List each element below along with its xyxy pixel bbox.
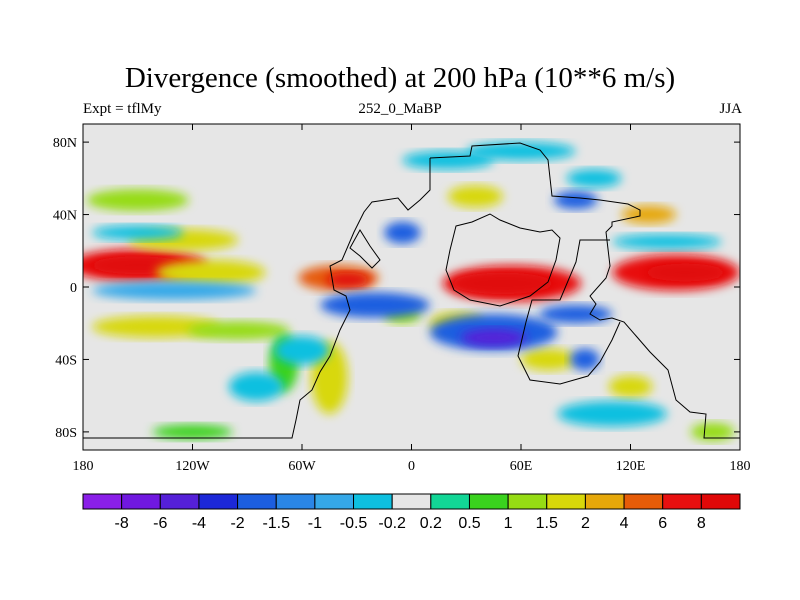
colorbar-swatch — [623, 493, 664, 510]
field-contour — [384, 221, 421, 244]
field-contour — [325, 272, 370, 287]
colorbar-label: 2 — [581, 515, 590, 532]
colorbar: -8 -6 -4 -2 -1.5 -1 -0.5 -0.2 0.2 0.5 1 1.5 2 4 6 8 — [82, 493, 741, 532]
x-tick-label: 60W — [288, 459, 316, 474]
field-contour — [690, 422, 735, 441]
field-contour — [553, 191, 598, 210]
colorbar-label: 0.2 — [420, 515, 442, 532]
field-contour — [152, 424, 233, 440]
colorbar-swatch — [275, 493, 316, 510]
colorbar-swatch — [314, 493, 355, 510]
x-tick-label: 120W — [175, 459, 210, 474]
colorbar-label: -4 — [192, 515, 206, 532]
x-tick-label: 0 — [408, 459, 415, 474]
field-contour — [92, 225, 184, 240]
field-contour — [187, 321, 290, 340]
field-contour — [521, 348, 576, 371]
field-contour — [92, 315, 220, 338]
colorbar-swatch — [700, 493, 741, 510]
x-tick-label: 180 — [73, 459, 94, 474]
axes: 180 120W 60W 0 60E 120E 180 80N 40N 0 40S 80S — [53, 124, 751, 474]
colorbar-label: 0.5 — [458, 515, 480, 532]
field-contour — [92, 281, 257, 300]
field-contour — [608, 375, 653, 398]
run-label: 252_0_MaBP — [358, 101, 442, 117]
colorbar-swatch — [546, 493, 586, 510]
season-label: JJA — [719, 101, 742, 117]
y-tick-label: 40N — [53, 209, 77, 224]
field-contour — [466, 142, 576, 161]
colorbar-swatch — [584, 493, 625, 510]
y-tick-label: 80S — [55, 426, 77, 441]
colorbar-label: -2 — [230, 515, 244, 532]
field-contour — [612, 234, 722, 249]
colorbar-swatch — [121, 493, 161, 510]
colorbar-label: -0.2 — [378, 515, 406, 532]
colorbar-label: 4 — [620, 515, 629, 532]
colorbar-swatch — [159, 493, 200, 510]
experiment-label: Expt = tflMy — [83, 101, 162, 117]
plot-area — [82, 123, 741, 451]
field-contour — [557, 401, 667, 427]
field-contour — [460, 328, 527, 347]
colorbar-label: -8 — [115, 515, 129, 532]
x-tick-label: 60E — [510, 459, 533, 474]
colorbar-swatch — [237, 493, 277, 510]
field-contour — [645, 263, 726, 282]
field-contour — [566, 169, 622, 188]
field-contour — [402, 151, 494, 170]
field-contour — [539, 305, 613, 324]
colorbar-label: -6 — [153, 515, 167, 532]
field-contour — [448, 185, 503, 208]
y-tick-label: 0 — [70, 281, 77, 296]
coastline-layer — [83, 142, 740, 439]
x-tick-label: 180 — [730, 459, 751, 474]
colorbar-label: 6 — [658, 515, 667, 532]
y-tick-label: 80N — [53, 136, 77, 151]
field-contour — [86, 189, 189, 211]
colorbar-label: 8 — [697, 515, 706, 532]
field-contour — [621, 205, 677, 224]
field-contour — [229, 372, 284, 402]
x-tick-label: 120E — [616, 459, 646, 474]
colorbar-swatch — [662, 493, 702, 510]
field-contour — [570, 348, 600, 371]
colorbar-swatch — [391, 493, 432, 510]
colorbar-label: -1.5 — [262, 515, 290, 532]
colorbar-swatch — [430, 493, 470, 510]
y-tick-label: 40S — [55, 353, 77, 368]
colorbar-label: 1.5 — [536, 515, 558, 532]
colorbar-swatch — [353, 493, 393, 510]
colorbar-swatch — [507, 493, 548, 510]
colorbar-swatch — [82, 493, 123, 510]
chart-title: Divergence (smoothed) at 200 hPa (10**6 … — [124, 62, 676, 94]
field-contour — [451, 272, 554, 295]
colorbar-label: 1 — [504, 515, 513, 532]
field-contour — [156, 259, 266, 286]
field-contour — [274, 335, 330, 365]
field-layer — [83, 142, 740, 441]
coastline-africa-asia — [83, 142, 740, 439]
field-contour — [320, 292, 430, 318]
colorbar-swatch — [468, 493, 509, 510]
colorbar-swatch — [198, 493, 239, 510]
colorbar-label: -1 — [308, 515, 322, 532]
colorbar-label: -0.5 — [340, 515, 368, 532]
